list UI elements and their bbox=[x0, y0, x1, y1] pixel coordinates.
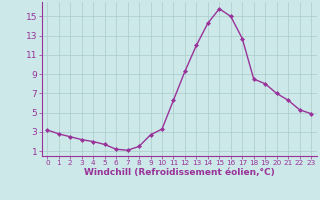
X-axis label: Windchill (Refroidissement éolien,°C): Windchill (Refroidissement éolien,°C) bbox=[84, 168, 275, 177]
